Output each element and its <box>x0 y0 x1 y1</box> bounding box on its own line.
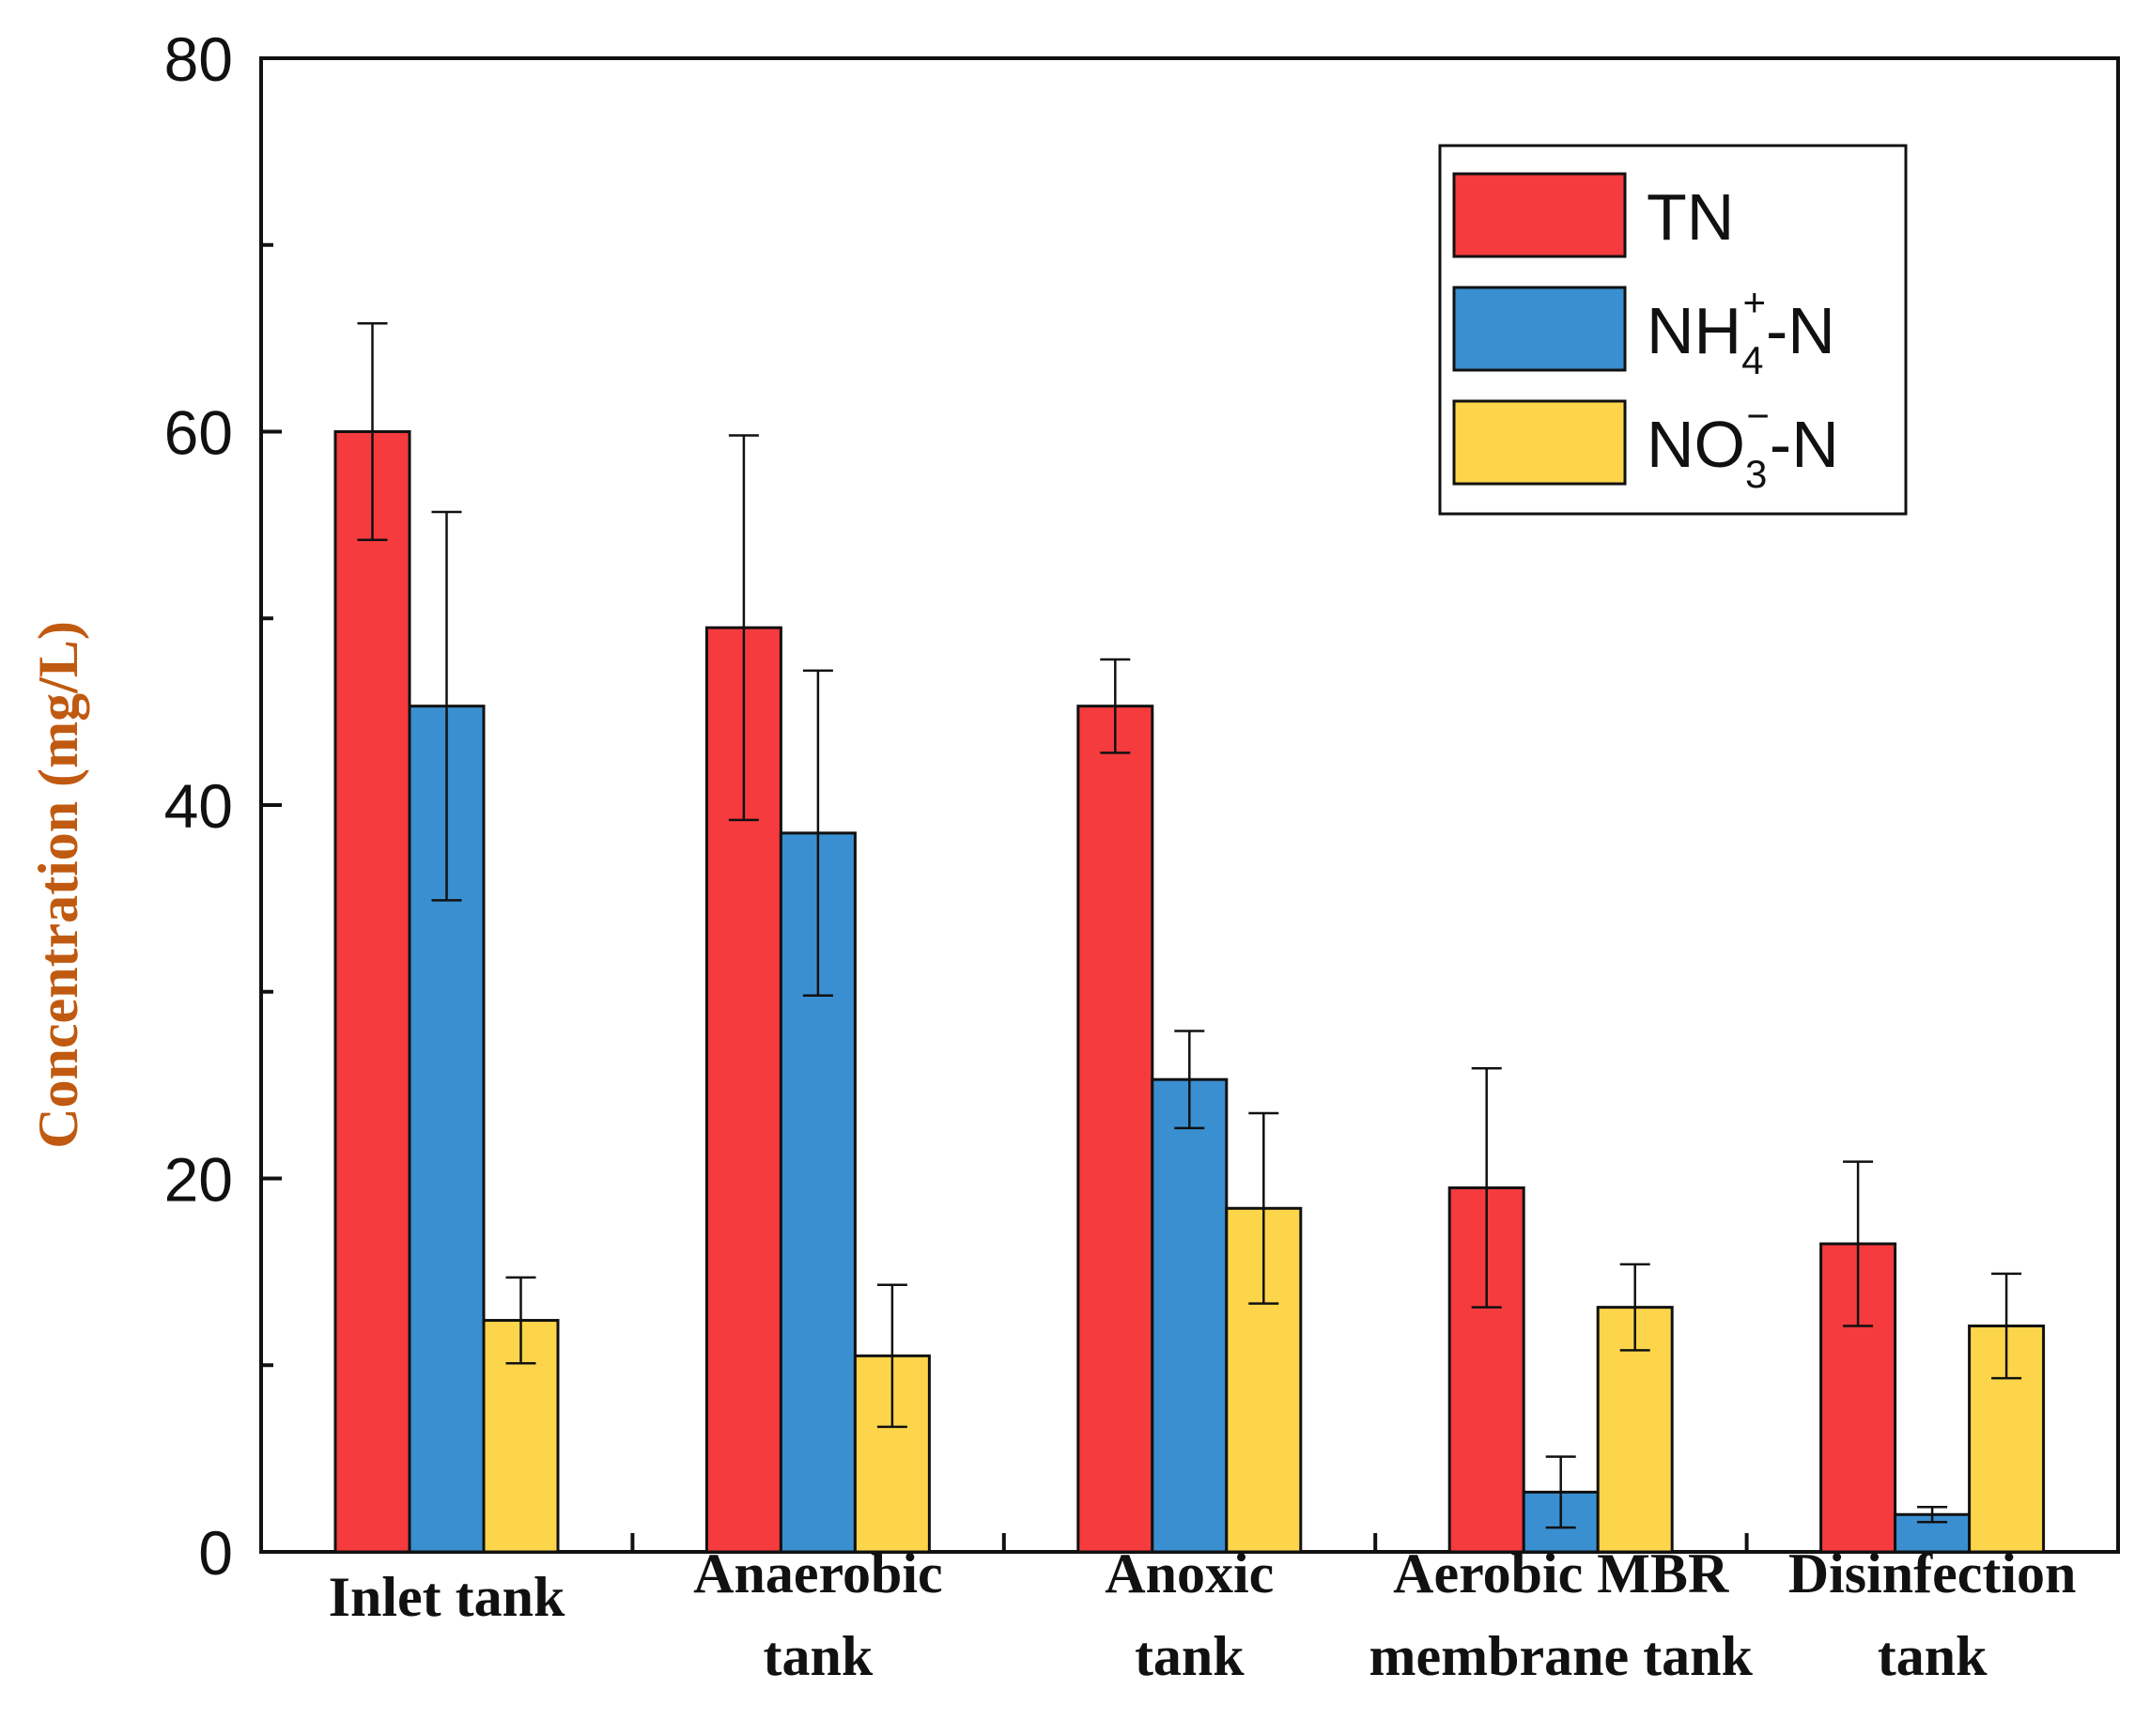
y-axis-label: Concentration (mg/L) <box>27 621 89 1149</box>
error-bar <box>357 321 388 542</box>
error-bar <box>1991 1272 2022 1380</box>
error-bar <box>1843 1160 1874 1327</box>
error-bar <box>1174 1030 1205 1130</box>
x-category-label: Aerobic MBR <box>1393 1542 1729 1604</box>
y-tick-label: 0 <box>198 1518 233 1588</box>
legend-label: NH4+-N <box>1647 280 1835 382</box>
error-bar <box>1248 1111 1279 1305</box>
x-category-label: Disinfection <box>1788 1542 2077 1604</box>
legend-swatch <box>1452 172 1627 258</box>
x-category-label: Anaerobic <box>693 1542 943 1604</box>
error-bar <box>1100 658 1131 754</box>
legend-label: NO3−-N <box>1647 394 1839 496</box>
bars <box>333 430 2046 1554</box>
bar-tn-3 <box>1447 1186 1525 1554</box>
y-tick-label: 40 <box>164 771 233 841</box>
y-tick-label: 80 <box>164 24 233 94</box>
y-tick-label: 20 <box>164 1145 233 1215</box>
error-bar <box>728 434 759 822</box>
bar-tn-0 <box>333 430 411 1554</box>
error-bar <box>802 669 833 997</box>
error-bar <box>431 510 462 902</box>
x-category-label: membrane tank <box>1369 1625 1754 1687</box>
bar-no3-n-1 <box>853 1354 931 1554</box>
error-bar <box>1917 1506 1948 1524</box>
x-category-label: Anoxic <box>1105 1542 1274 1604</box>
bar-nh4-n-4 <box>1894 1512 1972 1554</box>
error-bar <box>1619 1263 1650 1352</box>
error-bar <box>876 1283 907 1429</box>
axis-labels: 0 20 40 60 80 Concentration (mg/L) Inlet tank A… <box>27 24 2076 1687</box>
x-category-label: tank <box>1878 1625 1988 1687</box>
error-bar <box>505 1276 536 1365</box>
bar-tn-2 <box>1076 705 1154 1554</box>
legend-label: TN <box>1647 180 1734 254</box>
error-bar <box>1545 1455 1576 1529</box>
legend-swatch <box>1452 399 1627 486</box>
x-category-label: tank <box>1135 1625 1245 1687</box>
x-category-label: Inlet tank <box>329 1566 565 1628</box>
error-bars <box>357 321 2022 1529</box>
y-tick-label: 60 <box>164 398 233 468</box>
x-category-label: tank <box>764 1625 874 1687</box>
error-bar <box>1471 1066 1502 1309</box>
legend-swatch <box>1452 286 1627 372</box>
legend: TN NH4+-N NO3−-N <box>1438 144 1908 516</box>
bar-nh4-n-2 <box>1151 1077 1229 1554</box>
